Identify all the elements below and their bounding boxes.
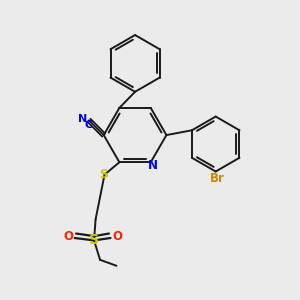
Text: N: N	[148, 159, 158, 172]
Text: C: C	[85, 120, 93, 130]
Text: Br: Br	[210, 172, 225, 184]
Text: S: S	[99, 168, 108, 181]
Text: O: O	[63, 230, 73, 243]
Text: S: S	[89, 233, 99, 248]
Text: N: N	[78, 114, 87, 124]
Text: O: O	[112, 230, 122, 243]
